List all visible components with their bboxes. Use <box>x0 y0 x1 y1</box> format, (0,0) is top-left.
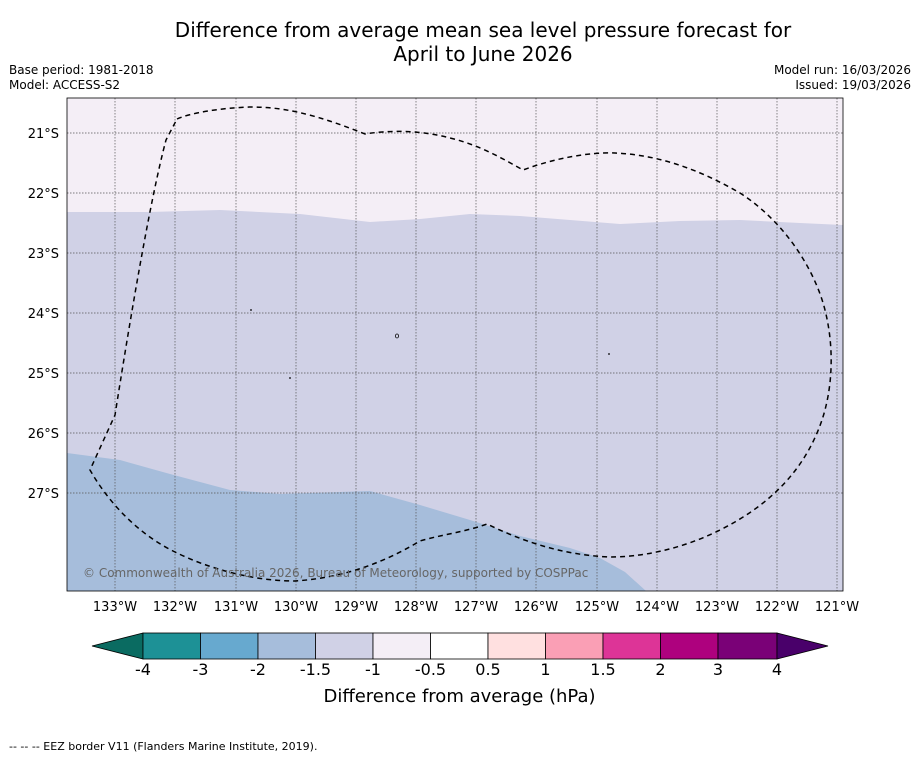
model-run: Model run: 16/03/2026 <box>773 63 911 77</box>
map-area: © Commonwealth of Australia 2026, Bureau… <box>67 98 843 591</box>
footer-legend: -- -- -- EEZ border V11 (Flanders Marine… <box>9 740 318 753</box>
colorbar-tick: 1 <box>540 660 551 679</box>
title-line-1: Difference from average mean sea level p… <box>174 18 792 42</box>
lat-label: 27°S <box>28 487 59 502</box>
colorbar-segment <box>487 632 546 660</box>
colorbar-segment <box>257 632 316 660</box>
band-dark <box>67 453 646 591</box>
lat-label: 22°S <box>28 187 59 202</box>
meta-left: Base period: 1981-2018 Model: ACCESS-S2 <box>9 63 154 93</box>
lon-label: 126°W <box>514 600 558 615</box>
colorbar-segment <box>430 632 489 660</box>
colorbar-tick: 3 <box>712 660 724 679</box>
island-dot <box>250 309 252 311</box>
colorbar-tick: -2 <box>250 660 266 679</box>
colorbar-segment <box>315 632 374 660</box>
lon-label: 123°W <box>695 600 739 615</box>
lon-label: 133°W <box>93 600 137 615</box>
copyright-text: © Commonwealth of Australia 2026, Bureau… <box>83 566 588 580</box>
colorbar-tick: -0.5 <box>414 660 447 679</box>
lon-label: 121°W <box>815 600 859 615</box>
lat-label: 23°S <box>28 247 59 262</box>
colorbar-segment <box>545 632 604 660</box>
colorbar-tick: -1 <box>365 660 381 679</box>
lat-label: 25°S <box>28 367 59 382</box>
colorbar-arrow-right <box>776 632 829 660</box>
colorbar-title: Difference from average (hPa) <box>323 686 596 707</box>
latitude-labels: 21°S 22°S 23°S 24°S 25°S 26°S 27°S <box>28 127 59 502</box>
lat-label: 26°S <box>28 427 59 442</box>
colorbar-tick: -1.5 <box>299 660 332 679</box>
lon-label: 129°W <box>334 600 378 615</box>
lon-label: 124°W <box>635 600 679 615</box>
lon-label: 128°W <box>394 600 438 615</box>
colorbar-segment <box>200 632 259 660</box>
island-dot <box>608 353 610 355</box>
colorbar-arrow-left <box>91 632 144 660</box>
map-title: Difference from average mean sea level p… <box>0 18 919 66</box>
lon-label: 132°W <box>153 600 197 615</box>
lon-label: 127°W <box>454 600 498 615</box>
lon-label: 125°W <box>575 600 619 615</box>
lon-label: 131°W <box>214 600 258 615</box>
colorbar-tick: 0.5 <box>475 660 501 679</box>
colorbar-tick: 1.5 <box>590 660 616 679</box>
colorbar-tick: 2 <box>655 660 666 679</box>
base-period: Base period: 1981-2018 <box>9 63 154 77</box>
title-line-2: April to June 2026 <box>393 42 573 66</box>
lat-label: 21°S <box>28 127 59 142</box>
colorbar-segment <box>372 632 431 660</box>
colorbar-tick: 4 <box>771 660 783 679</box>
colorbar-segment <box>142 632 201 660</box>
island-dot <box>289 377 291 379</box>
model-name: Model: ACCESS-S2 <box>9 78 121 92</box>
longitude-labels: 133°W 132°W 131°W 130°W 129°W 128°W 127°… <box>93 600 859 615</box>
lat-label: 24°S <box>28 307 59 322</box>
colorbar-segment <box>717 632 778 660</box>
lon-label: 122°W <box>755 600 799 615</box>
colorbar-tick: -3 <box>192 660 209 679</box>
issued-date: Issued: 19/03/2026 <box>795 78 911 92</box>
eez-border <box>89 106 832 582</box>
island-dot <box>394 333 399 339</box>
colorbar <box>91 632 829 660</box>
lon-label: 130°W <box>274 600 318 615</box>
meta-right: Model run: 16/03/2026 Issued: 19/03/2026 <box>774 63 911 93</box>
map-frame <box>66 97 844 592</box>
colorbar-segment <box>660 632 719 660</box>
colorbar-tick: -4 <box>135 660 151 679</box>
colorbar-segment <box>602 632 661 660</box>
